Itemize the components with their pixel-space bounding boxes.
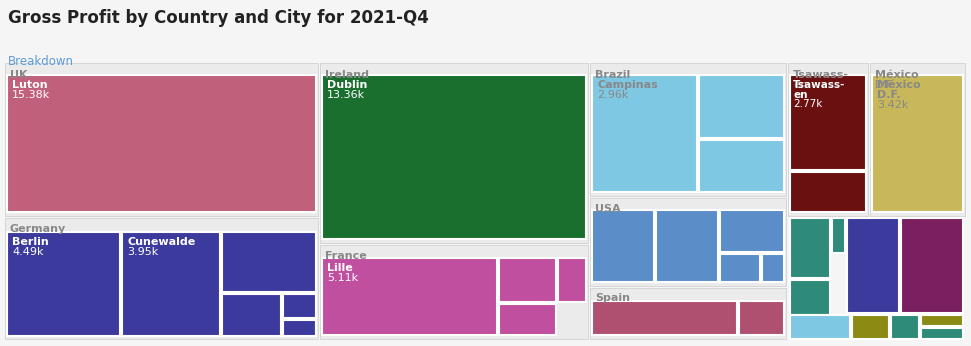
- Text: 13.36k: 13.36k: [327, 90, 365, 100]
- Bar: [872, 75, 963, 212]
- Bar: [901, 218, 963, 313]
- Bar: [7, 75, 316, 212]
- Bar: [891, 315, 919, 339]
- Bar: [852, 315, 889, 339]
- Text: 2.96k: 2.96k: [597, 90, 628, 100]
- Bar: [320, 63, 588, 243]
- Bar: [5, 63, 318, 216]
- Text: 15.38k: 15.38k: [12, 90, 50, 100]
- Bar: [656, 210, 718, 282]
- Bar: [283, 320, 316, 336]
- Bar: [847, 218, 899, 313]
- Text: UK: UK: [10, 70, 27, 80]
- Bar: [788, 63, 868, 216]
- Text: Brazil: Brazil: [595, 70, 630, 80]
- Text: México: México: [877, 80, 921, 90]
- Bar: [322, 75, 586, 239]
- Text: 3.95k: 3.95k: [127, 247, 158, 257]
- Bar: [222, 232, 316, 292]
- Bar: [699, 140, 784, 192]
- Bar: [699, 75, 784, 138]
- Text: 3.42k: 3.42k: [877, 100, 909, 110]
- Text: Tsawass-: Tsawass-: [793, 70, 849, 80]
- Text: en: en: [793, 80, 807, 90]
- Text: USA: USA: [595, 204, 620, 214]
- Bar: [590, 198, 786, 286]
- Text: Dublin: Dublin: [327, 80, 367, 90]
- Text: 5.11k: 5.11k: [327, 273, 358, 283]
- Bar: [592, 210, 654, 282]
- Text: Campinas: Campinas: [597, 80, 657, 90]
- Text: México: México: [875, 70, 919, 80]
- Bar: [592, 301, 737, 335]
- Bar: [222, 294, 281, 336]
- Bar: [762, 254, 784, 282]
- Bar: [7, 232, 120, 336]
- Bar: [720, 254, 760, 282]
- Text: Lille: Lille: [327, 263, 352, 273]
- Bar: [790, 315, 850, 339]
- Bar: [739, 301, 784, 335]
- Text: Berlin: Berlin: [12, 237, 49, 247]
- Text: 2.77k: 2.77k: [793, 99, 822, 109]
- Text: en: en: [793, 90, 808, 100]
- Text: Tsawass-: Tsawass-: [793, 80, 846, 90]
- Bar: [921, 328, 963, 339]
- Bar: [790, 218, 830, 278]
- Text: 4.49k: 4.49k: [12, 247, 44, 257]
- Bar: [283, 294, 316, 318]
- Text: D.F.: D.F.: [875, 80, 895, 90]
- Bar: [590, 288, 786, 339]
- Bar: [592, 75, 697, 192]
- Text: D.F.: D.F.: [877, 90, 901, 100]
- Bar: [832, 218, 845, 253]
- Text: Spain: Spain: [595, 293, 630, 303]
- Bar: [870, 63, 965, 216]
- Bar: [790, 280, 830, 315]
- Bar: [5, 218, 318, 339]
- Bar: [322, 258, 497, 335]
- Text: Cunewalde: Cunewalde: [127, 237, 195, 247]
- Bar: [558, 258, 586, 302]
- Bar: [590, 63, 786, 196]
- Text: Luton: Luton: [12, 80, 48, 90]
- Bar: [790, 172, 866, 212]
- Bar: [499, 258, 556, 302]
- Bar: [499, 304, 556, 335]
- Text: France: France: [325, 251, 367, 261]
- Text: Ireland: Ireland: [325, 70, 369, 80]
- Text: Breakdown: Breakdown: [8, 55, 74, 69]
- Text: Gross Profit by Country and City for 2021-Q4: Gross Profit by Country and City for 202…: [8, 9, 428, 27]
- Bar: [921, 315, 963, 326]
- Text: Germany: Germany: [10, 224, 66, 234]
- Bar: [790, 75, 866, 170]
- Bar: [122, 232, 220, 336]
- Bar: [320, 245, 588, 339]
- Bar: [720, 210, 784, 252]
